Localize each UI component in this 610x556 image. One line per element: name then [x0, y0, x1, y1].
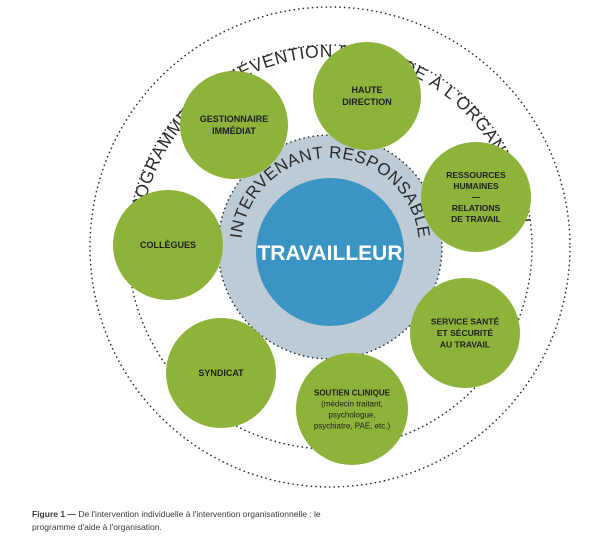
ressources-humaines-label: RESSOURCES HUMAINES — RELATIONS DE TRAVAIL [446, 170, 506, 224]
soutien-clinique-label-line: psychiatre, PAE, etc.) [314, 421, 391, 430]
syndicat-circle [166, 318, 276, 428]
soutien-clinique-circle [296, 353, 408, 465]
haute-direction-circle [313, 42, 421, 150]
ressources-humaines-label-line: RESSOURCES [446, 170, 506, 180]
haute-direction-label: HAUTE DIRECTION [342, 85, 392, 107]
travailleur-label: TRAVAILLEUR [257, 242, 402, 265]
collegues-label-line: COLLÈGUES [140, 240, 196, 250]
service-sante-circle [410, 278, 520, 388]
ressources-humaines-label-line: RELATIONS [452, 203, 501, 213]
gestionnaire-label-line: IMMÉDIAT [212, 126, 256, 136]
soutien-clinique-label: SOUTIEN CLINIQUE (médecin traitant, psycho… [314, 388, 391, 430]
haute-direction-label-line: HAUTE [352, 85, 383, 95]
ressources-humaines-label-line: DE TRAVAIL [451, 214, 501, 224]
outer-dotted-ring [89, 6, 571, 488]
stakeholder-nodes: HAUTE DIRECTION RESSOURCES HUMAINES — RELATIO… [113, 42, 531, 465]
collegues-circle [113, 190, 223, 300]
service-sante-label-line: ET SÉCURITÉ [437, 328, 494, 338]
service-sante-label: SERVICE SANTÉ ET SÉCURITÉ AU TRAVAIL [431, 316, 500, 349]
gestionnaire-label: GESTIONNAIRE IMMÉDIAT [200, 114, 269, 136]
caption-text: De l'intervention individuelle à l'inter… [32, 509, 321, 532]
organisation-diagram: PROGRAMME DE PRÉVENTION ET D'AIDE À L'OR… [89, 6, 571, 488]
haute-direction-label-line: DIRECTION [342, 97, 392, 107]
syndicat-label: SYNDICAT [198, 368, 244, 378]
collegues-label: COLLÈGUES [140, 240, 196, 250]
caption-lead: Figure 1 — [32, 509, 76, 519]
syndicat-label-line: SYNDICAT [198, 368, 244, 378]
ressources-humaines-label-line: HUMAINES [453, 181, 499, 191]
figure-caption: Figure 1 — De l'intervention individuell… [32, 508, 332, 534]
ressources-humaines-label-line: — [472, 192, 481, 202]
travailleur-circle [256, 178, 404, 326]
ressources-humaines-circle [421, 142, 531, 252]
soutien-clinique-label-line: psychologue, [328, 410, 375, 419]
soutien-clinique-label-line: (médecin traitant, [321, 399, 383, 408]
service-sante-label-line: SERVICE SANTÉ [431, 316, 500, 326]
service-sante-label-line: AU TRAVAIL [440, 339, 490, 349]
gestionnaire-label-line: GESTIONNAIRE [200, 114, 269, 124]
soutien-clinique-label-line: SOUTIEN CLINIQUE [314, 388, 391, 397]
gestionnaire-circle [180, 71, 288, 179]
